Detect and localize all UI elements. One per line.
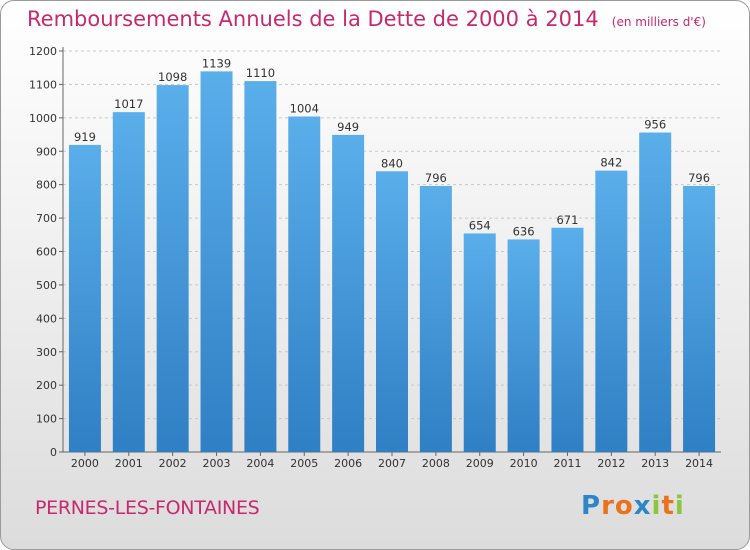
- bar-value-label: 956: [644, 118, 666, 132]
- x-tick-label: 2013: [641, 457, 669, 470]
- bar-value-label: 842: [600, 156, 622, 170]
- y-tick-label: 0: [50, 446, 57, 459]
- y-tick-label: 800: [36, 179, 57, 192]
- x-tick-label: 2003: [203, 457, 231, 470]
- y-tick-label: 500: [36, 279, 57, 292]
- x-tick-label: 2011: [553, 457, 581, 470]
- logo-letter: r: [601, 491, 615, 521]
- bar: [551, 227, 584, 452]
- y-tick-label: 1200: [29, 45, 57, 58]
- x-tick-label: 2008: [422, 457, 450, 470]
- bar: [288, 116, 321, 452]
- bar: [156, 85, 189, 453]
- bar-value-label: 1098: [158, 70, 187, 84]
- chart-title-unit: (en milliers d'€): [611, 15, 706, 29]
- logo-letter: x: [633, 491, 652, 521]
- bar: [244, 81, 277, 452]
- bar: [683, 186, 716, 452]
- logo-letter: P: [581, 491, 602, 521]
- y-tick-label: 200: [36, 379, 57, 392]
- x-tick-label: 2000: [71, 457, 99, 470]
- logo-letter: i: [651, 491, 662, 521]
- y-tick-label: 1000: [29, 112, 57, 125]
- bar: [507, 239, 540, 452]
- bar: [595, 170, 628, 453]
- x-tick-label: 2005: [290, 457, 318, 470]
- proxiti-logo[interactable]: Proxiti: [581, 491, 685, 521]
- bar-value-label: 796: [688, 171, 710, 185]
- bar-value-label: 1004: [290, 101, 319, 115]
- bar-value-label: 796: [425, 171, 447, 185]
- x-tick-label: 2012: [597, 457, 625, 470]
- x-tick-label: 2014: [685, 457, 713, 470]
- bar-value-label: 840: [381, 156, 403, 170]
- y-tick-label: 100: [36, 413, 57, 426]
- bar: [200, 71, 233, 453]
- x-tick-label: 2004: [246, 457, 274, 470]
- bar: [332, 134, 365, 452]
- bar-value-label: 1017: [114, 97, 143, 111]
- city-name: PERNES-LES-FONTAINES: [35, 497, 260, 519]
- bar-value-label: 654: [469, 218, 491, 232]
- bar: [419, 186, 452, 452]
- bar-value-label: 1110: [246, 66, 275, 80]
- chart-title: Remboursements Annuels de la Dette de 20…: [27, 7, 706, 31]
- y-tick-label: 400: [36, 312, 57, 325]
- bar: [112, 112, 145, 452]
- y-tick-label: 900: [36, 145, 57, 158]
- bar-value-label: 1139: [202, 56, 231, 70]
- chart-title-main: Remboursements Annuels de la Dette de 20…: [27, 7, 599, 31]
- x-tick-label: 2010: [510, 457, 538, 470]
- bar-value-label: 919: [74, 130, 96, 144]
- bar: [376, 171, 408, 453]
- y-tick-label: 700: [36, 212, 57, 225]
- bar: [463, 233, 496, 452]
- logo-letter: o: [614, 491, 634, 521]
- bar: [68, 144, 101, 453]
- x-tick-label: 2001: [115, 457, 143, 470]
- y-tick-label: 1100: [29, 78, 57, 91]
- y-tick-label: 600: [36, 246, 57, 259]
- x-tick-label: 2007: [378, 457, 406, 470]
- bar-value-label: 636: [513, 224, 535, 238]
- x-tick-label: 2006: [334, 457, 362, 470]
- x-tick-label: 2009: [466, 457, 494, 470]
- bar-value-label: 949: [337, 120, 359, 134]
- logo-letter: i: [674, 491, 685, 521]
- logo-letter: t: [661, 491, 675, 521]
- y-tick-label: 300: [36, 346, 57, 359]
- bar: [639, 132, 672, 452]
- x-tick-label: 2002: [159, 457, 187, 470]
- bar-value-label: 671: [556, 213, 578, 227]
